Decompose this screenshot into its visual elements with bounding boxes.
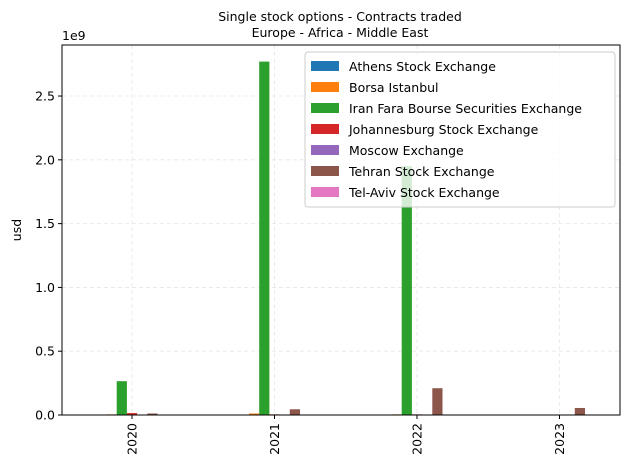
y-tick-label: 1.0	[35, 280, 55, 295]
legend-entry: Borsa Istanbul	[349, 80, 439, 95]
x-tick-label: 2021	[267, 423, 282, 455]
y-offset-label: 1e9	[62, 28, 86, 43]
legend-entry: Iran Fara Bourse Securities Exchange	[349, 101, 582, 116]
chart-title: Single stock options - Contracts traded	[218, 9, 462, 24]
x-tick-label: 2023	[552, 423, 567, 455]
legend-entry: Moscow Exchange	[349, 143, 464, 158]
y-tick-label: 0.0	[35, 408, 55, 423]
legend-entry: Athens Stock Exchange	[349, 59, 496, 74]
bar-tehran-stock-exchange-2023	[574, 407, 585, 415]
bar-tehran-stock-exchange-2022	[432, 388, 443, 415]
x-tick-label: 2022	[410, 423, 425, 455]
y-tick-label: 2.5	[35, 89, 55, 104]
x-axis: 2020 2021 2022 2023	[125, 415, 567, 455]
y-axis: 0.0 0.5 1.0 1.5 2.0 2.5	[35, 89, 62, 423]
x-tick-label: 2020	[125, 423, 140, 455]
bar-iran-fara-bourse-securities-exchange-2020	[116, 381, 127, 415]
legend-swatch	[311, 124, 339, 134]
legend-swatch	[311, 82, 339, 92]
bar-tehran-stock-exchange-2021	[289, 409, 300, 415]
legend-swatch	[311, 103, 339, 113]
legend-entry: Johannesburg Stock Exchange	[348, 122, 539, 137]
legend-entry: Tel-Aviv Stock Exchange	[348, 185, 500, 200]
plot-frame	[61, 44, 621, 416]
legend-swatch	[311, 187, 339, 197]
bar-borsa-istanbul-2021	[249, 413, 260, 415]
legend: Athens Stock Exchange Borsa Istanbul Iran …	[304, 51, 616, 208]
bar-iran-fara-bourse-securities-exchange-2022	[401, 166, 412, 415]
y-tick-label: 1.5	[35, 216, 55, 231]
legend-swatch	[311, 166, 339, 176]
legend-entry: Tehran Stock Exchange	[348, 164, 495, 179]
y-tick-label: 2.0	[35, 152, 55, 167]
chart-subtitle: Europe - Africa - Middle East	[252, 25, 429, 40]
bar-iran-fara-bourse-securities-exchange-2021	[259, 61, 270, 416]
legend-frame	[304, 51, 616, 208]
legend-swatch	[311, 61, 339, 71]
y-axis-label: usd	[9, 219, 24, 241]
bar-tehran-stock-exchange-2020	[147, 413, 158, 415]
y-tick-label: 0.5	[35, 344, 55, 359]
legend-swatch	[311, 145, 339, 155]
bar-johannesburg-stock-exchange-2020	[126, 413, 138, 415]
